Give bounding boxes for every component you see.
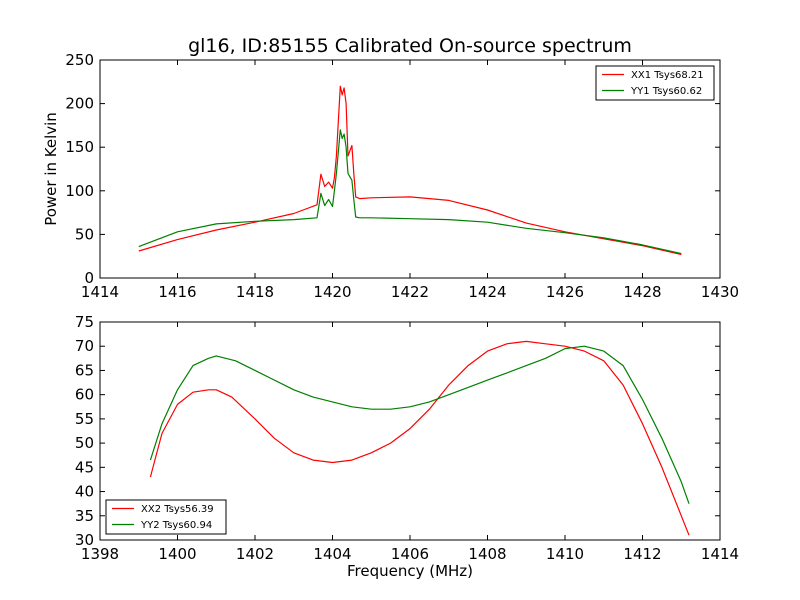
bottom-y-tick-label: 45	[75, 458, 94, 476]
top-x-tick-label: 1424	[468, 283, 506, 301]
bottom-x-tick-label: 1408	[468, 545, 506, 563]
top-legend-box	[595, 65, 715, 101]
bottom-x-tick-label: 1404	[313, 545, 351, 563]
top-x-tick-label: 1422	[391, 283, 429, 301]
bottom-y-tick-label: 50	[75, 434, 94, 452]
bottom-y-tick-label: 30	[75, 531, 94, 549]
bottom-x-tick-label: 1406	[391, 545, 429, 563]
bottom-chart: Frequency (MHz) 1398 1400 1402 1404 1406 1408…	[75, 313, 739, 580]
bottom-y-tick-label: 35	[75, 507, 94, 525]
top-y-axis-label: Power in Kelvin	[42, 112, 60, 226]
top-x-tick-label: 1428	[623, 283, 661, 301]
bottom-y-tick-label: 55	[75, 410, 94, 428]
bottom-y-tick-label: 60	[75, 386, 94, 404]
bottom-x-tick-label: 1400	[158, 545, 196, 563]
top-y-tick-label: 100	[65, 182, 94, 200]
top-y-tick-label: 50	[75, 225, 94, 243]
bottom-y-tick-label: 40	[75, 483, 94, 501]
bottom-y-tick-label: 65	[75, 361, 94, 379]
bottom-x-axis-label: Frequency (MHz)	[347, 562, 473, 580]
bottom-series-line-xx2	[149, 340, 690, 536]
bottom-x-tick-label: 1410	[546, 545, 584, 563]
top-legend: XX1 Tsys68.21 YY1 Tsys60.62	[595, 65, 715, 101]
bottom-axis-ticks: 1398 1400 1402 1404 1406 1408 1410 1412 1414 30 35…	[75, 313, 739, 563]
top-series-line-yy1	[138, 129, 682, 255]
top-y-tick-label: 150	[65, 138, 94, 156]
bottom-y-tick-label: 75	[75, 313, 94, 331]
top-axis-ticks: 1414 1416 1418 1420 1422 1424 1426 1428 1430 0 50 1…	[65, 51, 739, 301]
bottom-y-tick-label: 70	[75, 337, 94, 355]
legend-label-xx2: XX2 Tsys56.39	[141, 504, 214, 515]
bottom-x-tick-label: 1402	[236, 545, 274, 563]
legend-label-xx1: XX1 Tsys68.21	[631, 70, 704, 81]
top-x-tick-label: 1418	[236, 283, 274, 301]
bottom-x-tick-label: 1414	[701, 545, 739, 563]
bottom-x-tick-label: 1412	[623, 545, 661, 563]
top-y-tick-label: 250	[65, 51, 94, 69]
legend-label-yy2: YY2 Tsys60.94	[140, 520, 212, 531]
chart-title: gl16, ID:85155 Calibrated On-source spec…	[188, 35, 632, 57]
top-y-tick-label: 200	[65, 95, 94, 113]
bottom-series-line-yy2	[149, 345, 690, 504]
top-x-tick-label: 1426	[546, 283, 584, 301]
bottom-legend: XX2 Tsys56.39 YY2 Tsys60.94	[105, 499, 227, 535]
top-chart: gl16, ID:85155 Calibrated On-source spec…	[42, 35, 739, 301]
top-x-tick-label: 1416	[158, 283, 196, 301]
top-series-line-xx1	[138, 85, 682, 256]
top-y-tick-label: 0	[84, 269, 94, 287]
bottom-series-group	[149, 340, 690, 536]
top-x-tick-label: 1414	[81, 283, 119, 301]
bottom-x-tick-label: 1398	[81, 545, 119, 563]
legend-label-yy1: YY1 Tsys60.62	[630, 86, 702, 97]
bottom-legend-box	[105, 499, 227, 535]
top-x-tick-label: 1430	[701, 283, 739, 301]
top-x-tick-label: 1420	[313, 283, 351, 301]
top-series-group	[138, 85, 682, 256]
